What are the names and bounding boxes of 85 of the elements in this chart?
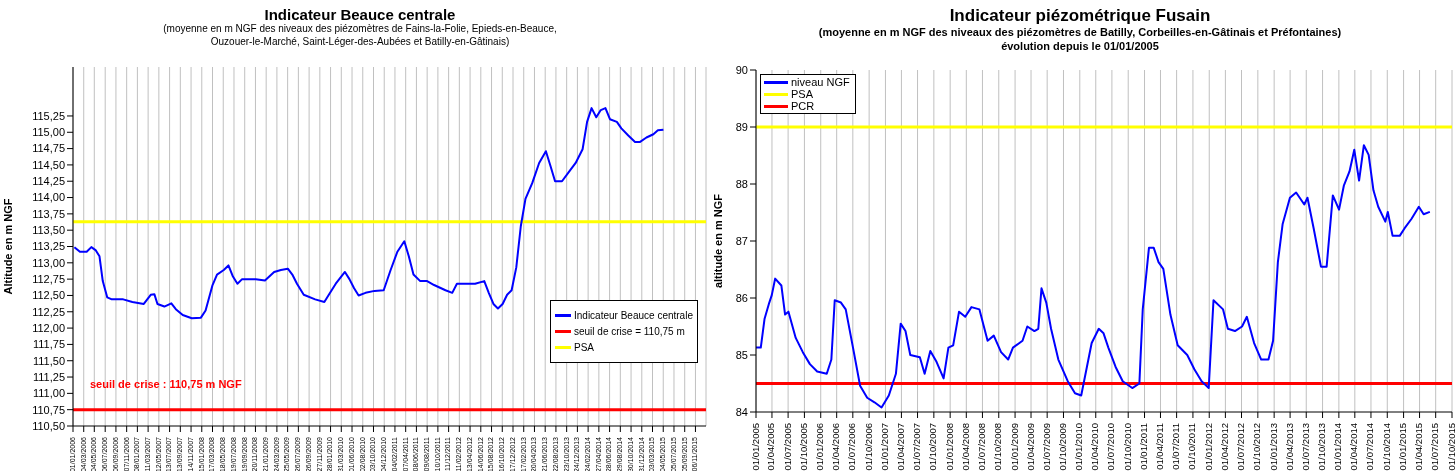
x-tick-label: 01/10/2010 — [1121, 423, 1133, 471]
x-tick-label: 01/04/2013 — [1283, 423, 1295, 471]
x-tick-label: 01/01/2013 — [1267, 423, 1279, 471]
x-tick-label: 01/10/2005 — [797, 423, 809, 471]
x-tick-label: 01/07/2008 — [975, 423, 987, 471]
legend-label: seuil de crise = 110,75 m — [574, 326, 685, 337]
x-tick-label: 01/04/2009 — [1024, 423, 1036, 471]
y-tick-label: 114,25 — [32, 175, 65, 188]
y-tick-label: 112,25 — [32, 305, 65, 318]
x-tick-label: 01/04/2014 — [1348, 423, 1360, 471]
y-tick-label: 110,50 — [32, 419, 65, 432]
x-tick-label: 01/01/2005 — [749, 423, 761, 471]
y-tick-label: 115,25 — [32, 109, 65, 122]
x-tick-label: 01/07/2006 — [846, 423, 858, 471]
x-tick-label: 01/04/2012 — [1218, 423, 1230, 471]
x-tick-label: 01/07/2010 — [1105, 423, 1117, 471]
y-tick-label: 112,75 — [32, 273, 65, 286]
y-axis-title: altitude en m NGF — [711, 193, 724, 289]
x-tick-label: 01/10/2015 — [1445, 423, 1456, 471]
chart-subtitle: (moyenne en m NGF des niveaux des piézomètres de Fains-la-Folie, Epieds-en-Beauce, Ouzouer-le-Marché, Saint-Léger-des-Aubées et Batilly-en-Gâtinais) — [162, 23, 558, 48]
chart-title: Indicateur piézométrique Fusain — [948, 6, 1212, 26]
legend-label: Indicateur Beauce centrale — [574, 310, 693, 321]
x-tick-label: 01/01/2008 — [943, 423, 955, 471]
x-tick-label: 01/01/2015 — [1397, 423, 1409, 471]
y-axis-title: Altitude en m NGF — [1, 198, 14, 295]
x-tick-label: 01/10/2014 — [1380, 423, 1392, 471]
y-tick-label: 113,50 — [32, 224, 65, 237]
y-tick-label: 110,75 — [32, 403, 65, 416]
x-tick-label: 01/10/2013 — [1316, 423, 1328, 471]
y-tick-label: 113,25 — [32, 240, 65, 253]
x-tick-label: 01/07/2005 — [781, 423, 793, 471]
y-tick-label: 114,50 — [32, 158, 65, 171]
x-tick-label: 01/01/2011 — [1138, 423, 1150, 470]
x-tick-label: 01/10/2007 — [927, 423, 939, 471]
x-tick-label: 01/07/2013 — [1299, 423, 1311, 471]
legend-label: PSA — [574, 342, 595, 353]
y-tick-label: 111,00 — [32, 387, 65, 400]
x-tick-label: 01/10/2008 — [992, 423, 1004, 471]
y-tick-label: 111,25 — [32, 370, 65, 383]
x-tick-label: 01/04/2008 — [959, 423, 971, 471]
x-tick-label: 01/04/2015 — [1413, 423, 1425, 471]
x-tick-label: 01/04/2005 — [765, 423, 777, 471]
legend-label: PSA — [791, 88, 814, 100]
x-tick-label: 01/07/2014 — [1364, 423, 1376, 471]
y-tick-label: 114,00 — [32, 191, 65, 204]
y-tick-label: 88 — [735, 177, 748, 190]
x-tick-label: 01/01/2010 — [1073, 423, 1085, 471]
x-tick-label: 01/04/2011 — [1153, 423, 1165, 470]
chart-subtitle: (moyenne en m NGF des niveaux des piézomètres de Batilly, Corbeilles-en-Gâtinais et Préfontaines) évolution depuis le 01/01/2005 — [817, 26, 1343, 54]
x-tick-label: 01/01/2014 — [1332, 423, 1344, 471]
x-tick-label: 01/01/2007 — [878, 423, 890, 471]
x-tick-label: 01/04/2006 — [830, 423, 842, 471]
x-tick-label: 01/04/2007 — [894, 423, 906, 471]
y-tick-label: 111,75 — [32, 338, 65, 351]
y-tick-label: 111,50 — [32, 354, 65, 367]
x-tick-label: 01/10/2006 — [862, 423, 874, 471]
x-tick-label: 01/04/2010 — [1089, 423, 1101, 471]
y-tick-label: 115,00 — [32, 126, 65, 139]
y-tick-label: 84 — [735, 405, 748, 418]
x-tick-label: 01/01/2009 — [1008, 423, 1020, 471]
y-tick-label: 85 — [735, 348, 748, 361]
x-tick-label: 01/07/2015 — [1429, 423, 1441, 471]
y-tick-label: 114,75 — [32, 142, 65, 155]
x-tick-label: 01/07/2009 — [1040, 423, 1052, 471]
y-tick-label: 113,75 — [32, 207, 65, 220]
x-tick-label: 01/07/2012 — [1235, 423, 1247, 471]
x-tick-label: 01/01/2006 — [814, 423, 826, 471]
x-tick-label: 01/10/2012 — [1251, 423, 1263, 471]
y-tick-label: 112,00 — [32, 322, 65, 334]
line-series — [756, 144, 1431, 409]
y-tick-label: 90 — [735, 63, 748, 76]
y-tick-label: 112,50 — [32, 289, 65, 302]
x-tick-label: 01/07/2011 — [1170, 423, 1182, 470]
legend-label: PCR — [791, 100, 815, 112]
x-tick-label: 01/01/2012 — [1202, 423, 1214, 471]
y-tick-label: 86 — [735, 291, 748, 304]
legend-label: niveau NGF — [791, 76, 850, 88]
y-tick-label: 89 — [735, 120, 748, 133]
x-tick-label: 01/10/2011 — [1186, 423, 1198, 470]
x-tick-label: 01/10/2009 — [1057, 423, 1068, 471]
annotation: seuil de crise : 110,75 m NGF — [90, 378, 242, 390]
y-tick-label: 113,00 — [32, 256, 65, 269]
x-tick-label: 01/07/2007 — [911, 423, 923, 471]
chart-title: Indicateur Beauce centrale — [263, 6, 457, 23]
y-tick-label: 87 — [735, 234, 748, 247]
